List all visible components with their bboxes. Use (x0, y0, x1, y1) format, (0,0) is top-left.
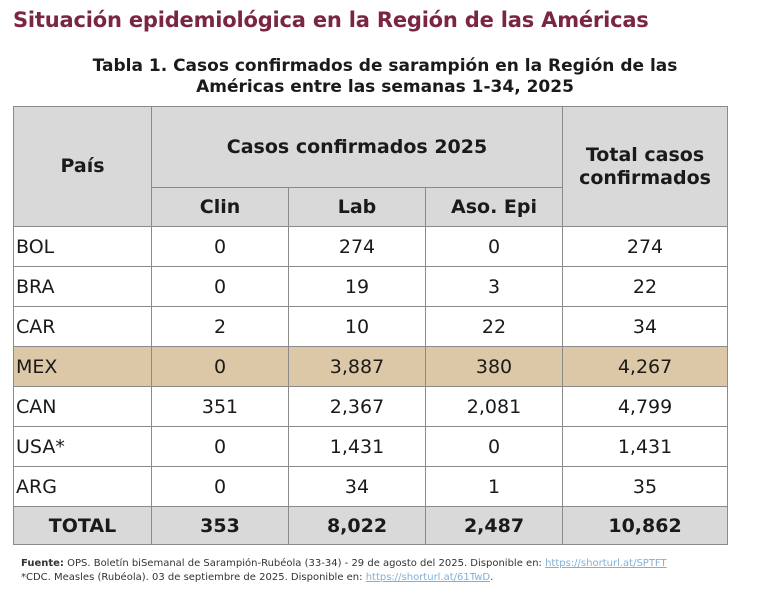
cell-epi: 1 (424, 466, 564, 507)
measles-cases-table: País Casos confirmados 2025 Total casos … (13, 106, 729, 545)
cell-total: 22 (562, 266, 729, 307)
cell-country: CAN (13, 386, 152, 427)
cell-epi: 3 (424, 266, 564, 307)
header-country: País (13, 106, 152, 227)
cell-lab: 10 (288, 306, 426, 347)
footnote-end: . (490, 572, 494, 583)
cell-country: USA* (13, 426, 152, 467)
cell-clin: 2 (151, 306, 289, 347)
cell-total: 274 (562, 226, 729, 267)
header-total: Total casos confirmados (562, 106, 729, 227)
footnote-text: *CDC. Measles (Rubéola). 03 de septiembr… (21, 572, 366, 583)
cell-total: 4,267 (562, 346, 729, 387)
table-caption-line-1: Tabla 1. Casos confirmados de sarampión … (92, 56, 678, 76)
source-line: Fuente: OPS. Boletín biSemanal de Saramp… (21, 557, 667, 571)
cell-clin: 0 (151, 266, 289, 307)
cell-epi: 2,081 (424, 386, 564, 427)
footnote-line: *CDC. Measles (Rubéola). 03 de septiembr… (21, 571, 667, 585)
source-label: Fuente: (21, 558, 64, 569)
header-clin: Clin (151, 187, 289, 227)
source-text: OPS. Boletín biSemanal de Sarampión-Rubé… (63, 558, 546, 569)
source-notes: Fuente: OPS. Boletín biSemanal de Saramp… (21, 557, 667, 585)
cell-total: 35 (562, 466, 729, 507)
cell-lab: 274 (288, 226, 426, 267)
header-total-line-1: Total casos (585, 143, 705, 166)
cell-lab: 1,431 (288, 426, 426, 467)
cell-clin: 0 (151, 226, 289, 267)
table-row: BRA 0 19 3 22 (13, 266, 729, 307)
cell-clin: 0 (151, 426, 289, 467)
cell-country: BRA (13, 266, 152, 307)
cell-total: 10,862 (562, 506, 729, 545)
table-row: USA* 0 1,431 0 1,431 (13, 426, 729, 467)
table-row: ARG 0 34 1 35 (13, 466, 729, 507)
table-row: CAN 351 2,367 2,081 4,799 (13, 386, 729, 427)
cell-total: 4,799 (562, 386, 729, 427)
cell-clin: 353 (151, 506, 289, 545)
header-lab: Lab (288, 187, 426, 227)
table-row: CAR 2 10 22 34 (13, 306, 729, 347)
cell-epi: 380 (424, 346, 564, 387)
cell-lab: 3,887 (288, 346, 426, 387)
cell-clin: 0 (151, 346, 289, 387)
header-epi: Aso. Epi (424, 187, 564, 227)
cell-lab: 8,022 (288, 506, 426, 545)
cell-total-label: TOTAL (13, 506, 152, 545)
header-total-line-2: confirmados (579, 166, 711, 189)
source-link[interactable]: https://shorturl.at/SPTFT (545, 558, 667, 569)
cell-clin: 0 (151, 466, 289, 507)
cell-epi: 0 (424, 226, 564, 267)
cell-country: CAR (13, 306, 152, 347)
table-caption-line-2: Américas entre las semanas 1-34, 2025 (196, 77, 574, 97)
cell-lab: 2,367 (288, 386, 426, 427)
cell-country: BOL (13, 226, 152, 267)
table-caption: Tabla 1. Casos confirmados de sarampión … (40, 56, 730, 98)
cell-epi: 2,487 (424, 506, 564, 545)
footnote-link[interactable]: https://shorturl.at/61TwD (365, 572, 491, 583)
cell-total: 34 (562, 306, 729, 347)
table-row: BOL 0 274 0 274 (13, 226, 729, 267)
cell-clin: 351 (151, 386, 289, 427)
cell-country: MEX (13, 346, 152, 387)
cell-lab: 34 (288, 466, 426, 507)
cell-epi: 22 (424, 306, 564, 347)
cell-total: 1,431 (562, 426, 729, 467)
table-total-row: TOTAL 353 8,022 2,487 10,862 (13, 506, 729, 545)
table-row-highlighted: MEX 0 3,887 380 4,267 (13, 346, 729, 387)
cell-country: ARG (13, 466, 152, 507)
header-group-confirmed-2025: Casos confirmados 2025 (150, 106, 564, 188)
page-title: Situación epidemiológica en la Región de… (13, 8, 649, 32)
cell-epi: 0 (424, 426, 564, 467)
cell-lab: 19 (288, 266, 426, 307)
